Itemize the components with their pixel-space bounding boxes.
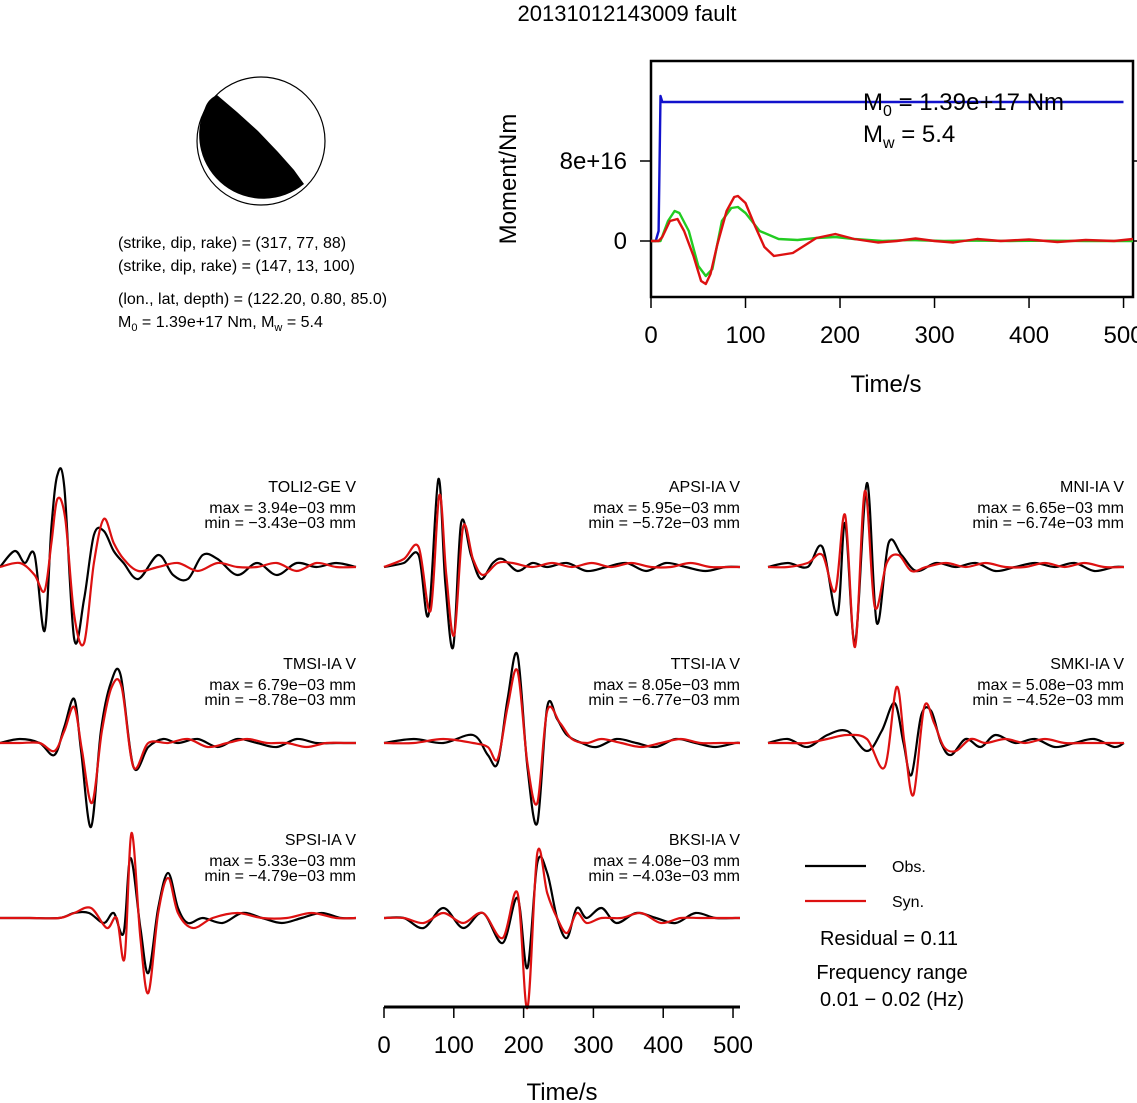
moment-series-lines xyxy=(651,94,1134,286)
waveform-x-tick-label: 0 xyxy=(377,1032,390,1059)
legend-synthetic-label: Syn. xyxy=(892,894,924,911)
legend-observed-label: Obs. xyxy=(892,859,926,876)
observed-waveform xyxy=(0,467,357,645)
beachball-compressional-quadrant xyxy=(199,95,304,199)
strike-dip-rake-1: (strike, dip, rake) = (317, 77, 88) xyxy=(118,235,346,252)
moment-rate-red-line xyxy=(651,194,1134,286)
moment-plot-frame xyxy=(649,59,1135,299)
moment-y-tick-label: 0 xyxy=(614,228,627,255)
synthetic-waveform xyxy=(767,489,1125,649)
station-max: max = 6.65e−03 mm xyxy=(977,500,1124,517)
synthetic-waveform xyxy=(383,847,740,1010)
moment-x-tick-label: 200 xyxy=(820,322,860,349)
station-name: TOLI2-GE V xyxy=(268,479,356,496)
station-max: max = 6.79e−03 mm xyxy=(209,677,356,694)
waveform-x-tick-label: 400 xyxy=(643,1032,683,1059)
focal-mechanism-beachball xyxy=(196,76,326,206)
station-min: min = −8.78e−03 mm xyxy=(204,692,356,709)
station-min: min = −4.03e−03 mm xyxy=(588,868,740,885)
station-name: TMSI-IA V xyxy=(283,656,356,673)
station-min: min = −6.74e−03 mm xyxy=(972,515,1124,532)
station-min: min = −5.72e−03 mm xyxy=(588,515,740,532)
station-min: min = −4.52e−03 mm xyxy=(972,692,1124,709)
waveform-x-tick-label: 200 xyxy=(504,1032,544,1059)
station-name: SPSI-IA V xyxy=(285,832,356,849)
station-name: TTSI-IA V xyxy=(671,656,741,673)
station-max: max = 5.08e−03 mm xyxy=(977,677,1124,694)
waveform-x-tick-label: 500 xyxy=(713,1032,753,1059)
moment-y-axis-label: Moment/Nm xyxy=(495,114,522,245)
station-name: BKSI-IA V xyxy=(669,832,740,849)
moment-x-tick-label: 500 xyxy=(1104,322,1137,349)
station-min: min = −6.77e−03 mm xyxy=(588,692,740,709)
observed-waveform xyxy=(767,481,1125,645)
moment-y-tick-label: 8e+16 xyxy=(560,148,627,175)
station-name: MNI-IA V xyxy=(1060,479,1124,496)
frequency-range-value: 0.01 − 0.02 (Hz) xyxy=(820,989,964,1011)
residual-text: Residual = 0.11 xyxy=(820,928,958,950)
synthetic-waveform xyxy=(0,496,357,647)
station-name: SMKI-IA V xyxy=(1050,656,1124,673)
moment-x-tick-label: 0 xyxy=(644,322,657,349)
synthetic-waveform xyxy=(383,493,740,637)
figure-title: 20131012143009 fault xyxy=(518,1,737,26)
frequency-range-label: Frequency range xyxy=(816,962,967,984)
moment-magnitude-text: M0 = 1.39e+17 Nm, Mw = 5.4 xyxy=(118,314,323,334)
moment-axis-ticks: 0 100 200 300 400 500 0 8e+16 xyxy=(560,148,1137,349)
waveform-x-tick-label: 300 xyxy=(573,1032,613,1059)
station-max: max = 4.08e−03 mm xyxy=(593,853,740,870)
station-min: min = −4.79e−03 mm xyxy=(204,868,356,885)
location-depth: (lon., lat, depth) = (122.20, 0.80, 85.0… xyxy=(118,291,387,308)
waveform-time-axis: Time/s 0 100 200 300 400 500 xyxy=(377,1005,753,1103)
waveform-x-tick-label: 100 xyxy=(434,1032,474,1059)
synthetic-waveform xyxy=(383,668,740,806)
moment-m0-annotation: M0 = 1.39e+17 Nm xyxy=(863,89,1064,120)
strike-dip-rake-2: (strike, dip, rake) = (147, 13, 100) xyxy=(118,258,355,275)
waveform-legend: Obs. Syn. xyxy=(805,859,926,911)
station-max: max = 5.95e−03 mm xyxy=(593,500,740,517)
source-parameters: (strike, dip, rake) = (317, 77, 88) (str… xyxy=(118,235,387,334)
waveform-x-axis-label: Time/s xyxy=(526,1079,597,1103)
synthetic-waveform xyxy=(768,685,1124,797)
station-name: APSI-IA V xyxy=(669,479,740,496)
synthetic-waveform xyxy=(0,678,356,805)
moment-x-tick-label: 300 xyxy=(915,322,955,349)
moment-x-axis-label: Time/s xyxy=(850,371,921,398)
moment-x-tick-label: 400 xyxy=(1009,322,1049,349)
moment-x-tick-label: 100 xyxy=(725,322,765,349)
station-min: min = −3.43e−03 mm xyxy=(204,515,356,532)
synthetic-waveform xyxy=(0,831,357,995)
station-max: max = 3.94e−03 mm xyxy=(209,500,356,517)
station-max: max = 5.33e−03 mm xyxy=(209,853,356,870)
observed-waveform xyxy=(383,477,741,650)
moment-mw-annotation: Mw = 5.4 xyxy=(863,121,955,152)
station-max: max = 8.05e−03 mm xyxy=(593,677,740,694)
